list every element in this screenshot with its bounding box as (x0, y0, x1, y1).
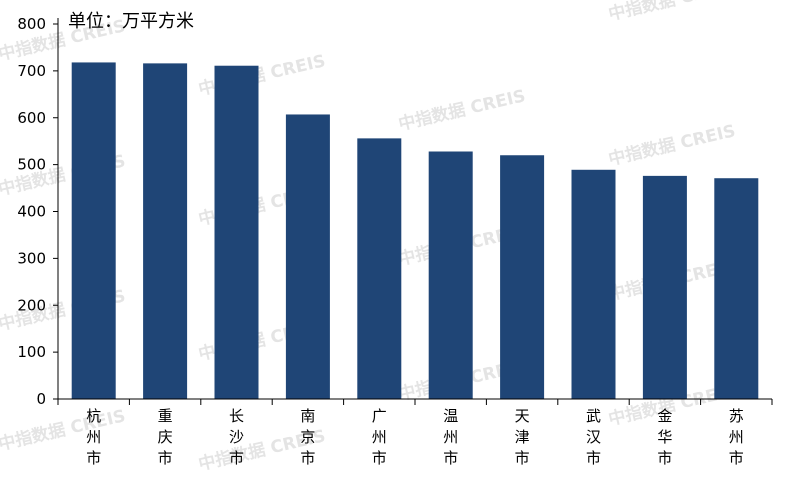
bar (214, 65, 259, 399)
bar (500, 155, 545, 399)
y-tick-label: 300 (17, 249, 46, 267)
x-category-label: 重庆市 (158, 407, 173, 467)
bar (571, 169, 616, 399)
y-tick-label: 800 (17, 15, 46, 33)
y-tick-label: 400 (17, 203, 46, 221)
bar (71, 62, 116, 399)
x-category-label: 苏州市 (729, 407, 744, 467)
y-tick-label: 500 (17, 156, 46, 174)
unit-label: 单位：万平方米 (68, 11, 194, 32)
watermark-text: 中指数据 CREIS (606, 0, 737, 25)
bar (642, 175, 687, 399)
x-category-label: 杭州市 (86, 407, 101, 467)
watermark-text: 中指数据 CREIS (0, 405, 127, 455)
x-category-label: 温州市 (443, 407, 458, 467)
x-category-label: 南京市 (300, 407, 315, 467)
y-tick-label: 100 (17, 343, 46, 361)
bar (357, 138, 402, 399)
bar (285, 114, 330, 399)
bar (714, 178, 759, 399)
watermark-text: 中指数据 CREIS (606, 120, 737, 170)
y-tick-label: 700 (17, 62, 46, 80)
bar (143, 63, 188, 399)
x-category-label: 天津市 (515, 407, 530, 467)
x-category-label: 武汉市 (586, 407, 601, 467)
y-tick-label: 600 (17, 109, 46, 127)
watermark-text: 中指数据 CREIS (396, 85, 527, 135)
bar (428, 151, 473, 399)
x-category-label: 金华市 (657, 407, 672, 467)
x-category-label: 长沙市 (229, 407, 244, 467)
x-category-label: 广州市 (372, 407, 387, 467)
y-axis: 0 100 200 300 400 500 600 700 800 (17, 15, 59, 408)
y-tick-label: 200 (17, 296, 46, 314)
bars (71, 62, 759, 399)
y-tick-label: 0 (36, 390, 46, 408)
x-axis: 杭州市 重庆市 长沙市 南京市 广州市 温州市 天津市 武汉市 金华市 苏州市 (57, 398, 773, 467)
